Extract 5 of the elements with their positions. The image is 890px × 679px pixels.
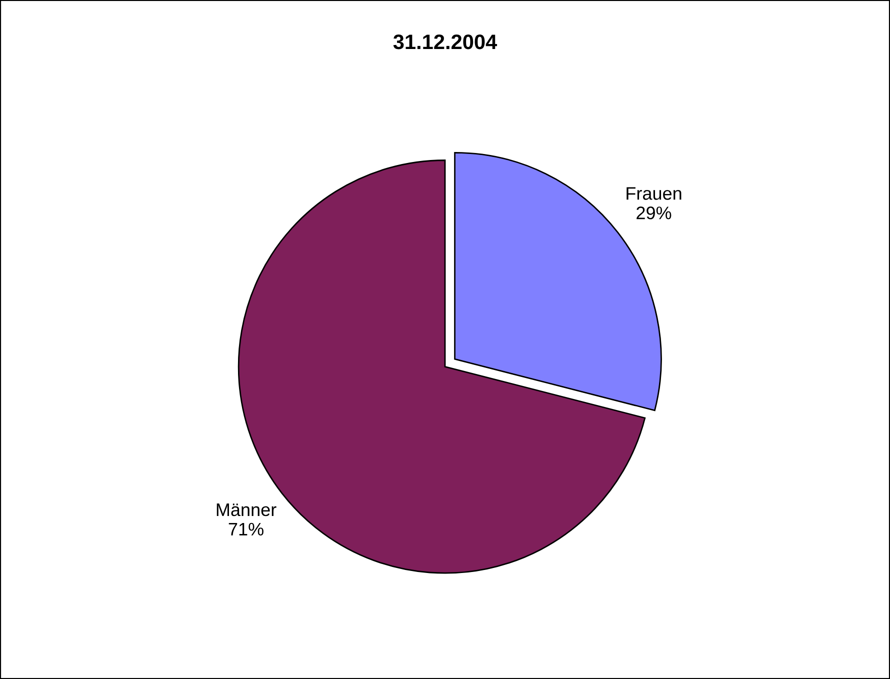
data-label: 29% xyxy=(636,206,672,220)
slice-label: Frauen xyxy=(626,187,682,200)
data-label: 71% xyxy=(228,522,264,536)
chart-title: 31.12.2004 xyxy=(393,34,498,50)
slice-label: Männer xyxy=(216,504,276,516)
